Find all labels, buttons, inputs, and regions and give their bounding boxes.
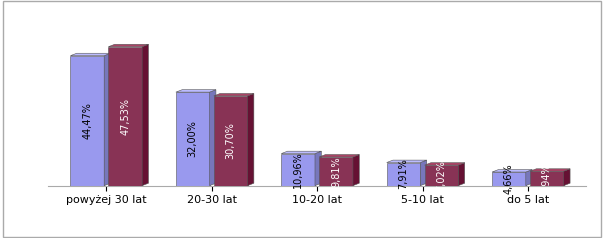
Polygon shape [104, 53, 111, 186]
Polygon shape [210, 90, 216, 186]
Polygon shape [319, 154, 359, 157]
Text: 4,94%: 4,94% [542, 163, 552, 194]
Polygon shape [214, 94, 254, 96]
Polygon shape [564, 169, 570, 186]
Bar [425, 165, 458, 186]
Polygon shape [108, 44, 149, 47]
Polygon shape [420, 160, 426, 186]
Polygon shape [142, 44, 149, 186]
Polygon shape [248, 94, 254, 186]
Bar [387, 163, 420, 186]
Polygon shape [281, 151, 321, 154]
Bar [108, 47, 142, 186]
Polygon shape [176, 90, 216, 92]
Text: 7,91%: 7,91% [399, 159, 408, 189]
Text: 30,70%: 30,70% [226, 122, 236, 159]
Bar [214, 96, 248, 186]
Polygon shape [458, 163, 464, 186]
Text: 9,81%: 9,81% [331, 156, 341, 187]
Polygon shape [425, 163, 464, 165]
Polygon shape [492, 170, 532, 172]
Bar [492, 172, 526, 186]
Text: 44,47%: 44,47% [82, 102, 92, 139]
Polygon shape [71, 53, 111, 56]
Text: 47,53%: 47,53% [120, 98, 130, 135]
Bar [281, 154, 315, 186]
Polygon shape [387, 160, 426, 163]
Text: 10,96%: 10,96% [293, 151, 303, 188]
Bar [71, 56, 104, 186]
Text: 7,02%: 7,02% [437, 160, 446, 191]
Text: 4,66%: 4,66% [504, 164, 514, 194]
Bar [530, 171, 564, 186]
Bar [176, 92, 210, 186]
Polygon shape [526, 170, 532, 186]
Polygon shape [530, 169, 570, 171]
Bar [319, 157, 353, 186]
Polygon shape [315, 151, 321, 186]
Text: 32,00%: 32,00% [188, 120, 198, 157]
Polygon shape [353, 154, 359, 186]
